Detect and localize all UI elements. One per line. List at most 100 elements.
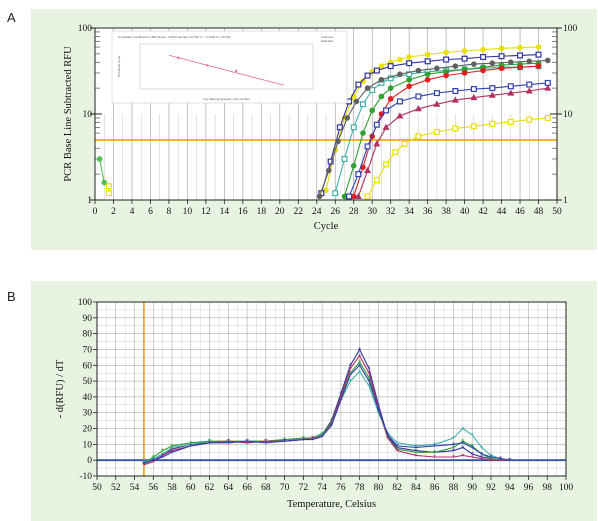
chart-a-point: [387, 75, 394, 82]
chart-b-ytick-label: 10: [83, 440, 93, 450]
chart-a-point: [443, 49, 449, 56]
chart-b-ylabel: - d(RFU) / dT: [55, 359, 66, 418]
chart-a-xtick-label: 38: [441, 207, 451, 217]
chart-b-point: *: [377, 409, 381, 417]
chart-b-point: *: [508, 457, 512, 465]
chart-a-xtick-label: 6: [148, 207, 153, 217]
chart-b-point: *: [367, 374, 371, 382]
chart-b-point: *: [480, 450, 484, 458]
chart-b-xtick-label: 52: [111, 483, 121, 493]
chart-b-point: *: [142, 460, 146, 468]
chart-a-point: [344, 115, 351, 121]
chart-a-point: [461, 48, 468, 54]
inset-title: Correlation Coefficient: 0.993 Slope: -3…: [118, 35, 231, 39]
chart-b-point: *: [508, 457, 512, 465]
chart-a-point: [517, 52, 524, 59]
panel-b-label: B: [7, 289, 16, 304]
chart-a-ytick-label: 10: [83, 110, 93, 120]
chart-b-point: *: [395, 442, 399, 450]
chart-a-xtick-label: 14: [220, 207, 230, 217]
chart-a-xtick-label: 28: [349, 207, 359, 217]
chart-b-series-line: [143, 361, 510, 464]
chart-b-ytick-label: 60: [83, 361, 93, 371]
chart-a-point: [517, 44, 523, 51]
chart-b-point: *: [367, 378, 371, 386]
chart-a-point: [369, 107, 376, 114]
chart-b-xtick-label: 86: [430, 483, 440, 493]
chart-b-point: *: [386, 431, 390, 439]
chart-a-point: [424, 58, 431, 65]
chart-b-point: *: [395, 447, 399, 455]
chart-a-point: [382, 123, 390, 130]
chart-a-series-9: [364, 114, 551, 200]
chart-a-point: [360, 78, 366, 85]
chart-b-ytick-label: 30: [83, 409, 93, 419]
chart-a-ytick-label-right: 1: [563, 196, 568, 206]
chart-b-ytick-label: 80: [83, 330, 93, 340]
chart-b-point: *: [170, 447, 174, 455]
chart-a-point: [498, 45, 505, 52]
chart-a-point: [526, 116, 533, 123]
chart-a-point: [434, 65, 440, 72]
chart-a-point: [406, 54, 412, 60]
chart-a-xtick-label: 46: [515, 207, 525, 217]
chart-a-xtick-label: 32: [386, 207, 396, 217]
chart-b-point: *: [358, 368, 362, 376]
chart-a-point: [101, 179, 108, 186]
chart-b-point: *: [358, 359, 362, 367]
chart-a-point: [387, 96, 394, 102]
chart-b-point: *: [508, 457, 512, 465]
chart-a-series-line: [318, 59, 548, 197]
chart-b: * **** * * * * * * * ********* * * * ** * * * ** *** * * * * * *…: [55, 298, 573, 510]
chart-a-point: [353, 98, 360, 105]
chart-a-point: [415, 133, 422, 140]
inset-point: [234, 69, 238, 73]
chart-b-point: *: [489, 455, 493, 463]
chart-a-point: [355, 81, 362, 88]
chart-b-point: *: [311, 435, 315, 443]
chart-b-xtick-label: 80: [374, 483, 384, 493]
chart-b-xtick-label: 82: [392, 483, 402, 493]
chart-b-point: *: [349, 365, 353, 373]
chart-b-point: *: [264, 439, 268, 447]
chart-a-point: [470, 86, 477, 93]
chart-a-point: [383, 107, 390, 114]
chart-a-point: [498, 53, 505, 60]
chart-b-point: *: [367, 365, 371, 373]
chart-a-point: [507, 59, 514, 66]
chart-b-point: *: [152, 455, 156, 463]
chart-a-point: [396, 112, 404, 119]
chart-b-xtick-label: 64: [224, 483, 234, 493]
chart-a-series-5: [350, 63, 542, 200]
chart-b-xtick-label: 70: [280, 483, 290, 493]
chart-b-point: *: [489, 452, 493, 460]
chart-b-point: *: [433, 442, 437, 450]
chart-b-point: *: [489, 457, 493, 465]
chart-b-point: *: [452, 447, 456, 455]
chart-b-point: *: [461, 444, 465, 452]
chart-a-point: [424, 76, 431, 83]
chart-a-point: [364, 85, 371, 91]
chart-b-point: *: [367, 370, 371, 378]
chart-b-point: *: [170, 442, 174, 450]
chart-b-point: *: [245, 438, 249, 446]
chart-b-point: *: [189, 442, 193, 450]
chart-a-point: [451, 96, 459, 103]
chart-a-point: [433, 128, 440, 135]
chart-b-point: *: [414, 447, 418, 455]
chart-a: 0 2 4 6 8 10 12 14 16 18 20 22 24 26 28 30 32 34 36 38 40 42 4…: [63, 24, 578, 232]
chart-b-point: *: [170, 449, 174, 457]
chart-a-point: [397, 56, 403, 63]
chart-a-point: [406, 60, 413, 67]
chart-b-series-line: [143, 364, 510, 464]
chart-b-xtick-label: 96: [524, 483, 534, 493]
chart-b-point: *: [480, 444, 484, 452]
chart-b-xtick-label: 60: [186, 483, 196, 493]
inset-plot-frame: [139, 43, 314, 90]
chart-b-point: *: [311, 435, 315, 443]
chart-b-ytick-label: 50: [83, 377, 93, 387]
chart-a-xtick-label: 30: [367, 207, 377, 217]
chart-a-point: [433, 100, 441, 107]
chart-b-xtick-label: 68: [261, 483, 271, 493]
chart-b-xtick-label: 88: [449, 483, 459, 493]
